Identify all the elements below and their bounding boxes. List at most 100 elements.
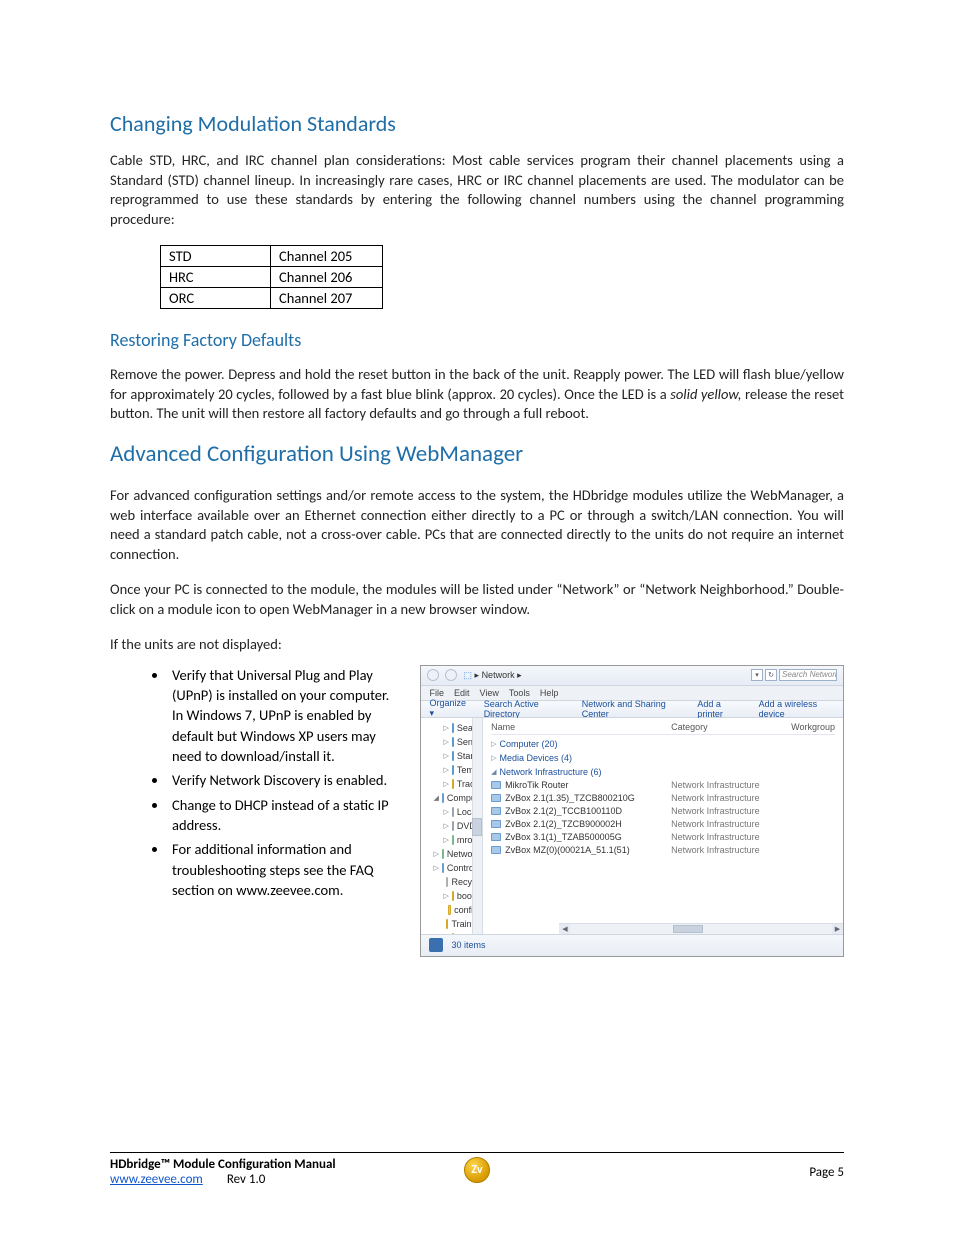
device-row[interactable]: ZvBox 3.1(1)_TZAB500005GNetwork Infrastr…	[491, 831, 835, 844]
folder-icon	[442, 793, 444, 803]
tree-expand-icon: ▷	[433, 864, 438, 872]
group-network-infra[interactable]: ◢ Network Infrastructure (6)	[491, 767, 835, 777]
heading-changing-modulation: Changing Modulation Standards	[110, 110, 844, 137]
expand-icon: ▷	[491, 754, 496, 762]
list-item: Verify that Universal Plug and Play (UPn…	[168, 665, 396, 766]
group-label: Media Devices (4)	[500, 753, 573, 763]
menu-tools[interactable]: Tools	[509, 688, 530, 698]
device-row[interactable]: ZvBox 2.1(2)_TCCB100110DNetwork Infrastr…	[491, 805, 835, 818]
para-advanced-2: Once your PC is connected to the module,…	[110, 580, 844, 619]
list-item: Verify Network Discovery is enabled.	[168, 770, 396, 790]
breadcrumb[interactable]: ⬚ ▸ Network ▸	[463, 670, 521, 681]
text-emphasis: solid yellow,	[670, 385, 741, 403]
device-row[interactable]: MikroTik RouterNetwork Infrastructure	[491, 779, 835, 792]
search-ad-button[interactable]: Search Active Directory	[484, 699, 566, 719]
search-input[interactable]: Search Network	[779, 669, 837, 681]
menu-edit[interactable]: Edit	[454, 688, 470, 698]
breadcrumb-sep: ▸	[517, 670, 522, 680]
device-icon	[491, 794, 501, 802]
column-headers: Name Category Workgroup	[491, 722, 835, 735]
menu-view[interactable]: View	[480, 688, 499, 698]
table-cell: HRC	[161, 267, 271, 288]
device-category: Network Infrastructure	[671, 780, 760, 790]
tree-expand-icon: ◢	[433, 794, 438, 802]
footer-title: HDbridge™ Module Configuration Manual	[110, 1157, 809, 1172]
collapse-icon: ◢	[491, 768, 496, 776]
device-icon	[491, 846, 501, 854]
table-cell: ORC	[161, 288, 271, 309]
search-area: ▾ ↻ Search Network	[751, 669, 837, 681]
folder-icon	[452, 723, 454, 733]
forward-button[interactable]	[445, 669, 457, 681]
table-cell: Channel 205	[271, 246, 383, 267]
tree-expand-icon: ▷	[443, 836, 448, 844]
device-category: Network Infrastructure	[671, 806, 760, 816]
dropdown-icon[interactable]: ▾	[751, 669, 763, 681]
device-icon	[491, 781, 501, 789]
folder-icon	[452, 835, 454, 845]
menu-help[interactable]: Help	[540, 688, 559, 698]
breadcrumb-sep: ▸	[475, 670, 480, 680]
col-category[interactable]: Category	[671, 722, 791, 732]
scroll-thumb[interactable]	[673, 925, 703, 933]
col-workgroup[interactable]: Workgroup	[791, 722, 835, 732]
horizontal-scrollbar[interactable]: ◀ ▶	[559, 923, 843, 934]
device-name: ZvBox 2.1(1.35)_TZCB800210G	[505, 793, 671, 803]
device-category: Network Infrastructure	[671, 793, 760, 803]
breadcrumb-text: Network	[482, 670, 515, 680]
tree-expand-icon: ▷	[443, 766, 448, 774]
folder-icon	[452, 765, 454, 775]
heading-advanced-config: Advanced Configuration Using WebManager	[110, 440, 844, 468]
back-button[interactable]	[427, 669, 439, 681]
footer-link[interactable]: www.zeevee.com	[110, 1172, 203, 1187]
device-name: ZvBox 3.1(1)_TZAB500005G	[505, 832, 671, 842]
page-footer: HDbridge™ Module Configuration Manual ww…	[110, 1152, 844, 1187]
status-icon	[429, 938, 443, 952]
refresh-icon[interactable]: ↻	[765, 669, 777, 681]
device-icon	[491, 833, 501, 841]
device-category: Network Infrastructure	[671, 832, 760, 842]
heading-restoring-defaults: Restoring Factory Defaults	[110, 329, 844, 351]
device-row[interactable]: ZvBox MZ(0)(00021A_51.1(51)Network Infra…	[491, 844, 835, 857]
page-number: Page 5	[809, 1165, 844, 1180]
device-row[interactable]: ZvBox 2.1(2)_TZCB900002HNetwork Infrastr…	[491, 818, 835, 831]
device-name: MikroTik Router	[505, 780, 671, 790]
folder-icon	[452, 751, 454, 761]
troubleshoot-list: Verify that Universal Plug and Play (UPn…	[110, 665, 396, 904]
logo-icon: Zv	[464, 1157, 490, 1183]
nav-pane: ▷Searches▷SendTo▷Start Menu▷Templates▷Tr…	[421, 718, 483, 936]
menu-file[interactable]: File	[429, 688, 444, 698]
organize-button[interactable]: Organize ▾	[429, 698, 467, 719]
add-printer-button[interactable]: Add a printer	[697, 699, 742, 719]
folder-icon	[452, 891, 454, 901]
group-media[interactable]: ▷ Media Devices (4)	[491, 753, 835, 763]
status-bar: 30 items	[421, 934, 843, 956]
device-category: Network Infrastructure	[671, 819, 760, 829]
folder-icon	[442, 849, 444, 859]
tree-expand-icon: ▷	[443, 724, 448, 732]
status-text: 30 items	[451, 940, 485, 950]
folder-icon	[446, 877, 448, 887]
folder-icon	[442, 863, 444, 873]
network-icon: ⬚	[463, 670, 472, 680]
tree-expand-icon: ▷	[443, 738, 448, 746]
device-category: Network Infrastructure	[671, 845, 760, 855]
group-label: Network Infrastructure (6)	[500, 767, 602, 777]
tree-expand-icon: ▷	[443, 752, 448, 760]
col-name[interactable]: Name	[491, 722, 671, 732]
folder-icon	[452, 821, 454, 831]
content-pane: Name Category Workgroup ▷Computer (20) ▷…	[483, 718, 843, 936]
nav-scroll-thumb[interactable]	[472, 818, 482, 836]
tree-expand-icon: ▷	[443, 822, 448, 830]
group-computer[interactable]: ▷Computer (20)	[491, 739, 835, 749]
table-cell: Channel 207	[271, 288, 383, 309]
add-wireless-button[interactable]: Add a wireless device	[759, 699, 835, 719]
list-item: For additional information and troublesh…	[168, 839, 396, 900]
para-modulation: Cable STD, HRC, and IRC channel plan con…	[110, 151, 844, 229]
tree-expand-icon: ▷	[443, 808, 448, 816]
command-bar: Organize ▾ Search Active Directory Netwo…	[421, 701, 843, 718]
device-row[interactable]: ZvBox 2.1(1.35)_TZCB800210GNetwork Infra…	[491, 792, 835, 805]
network-sharing-button[interactable]: Network and Sharing Center	[582, 699, 682, 719]
folder-icon	[452, 779, 454, 789]
expand-icon: ▷	[491, 740, 496, 748]
